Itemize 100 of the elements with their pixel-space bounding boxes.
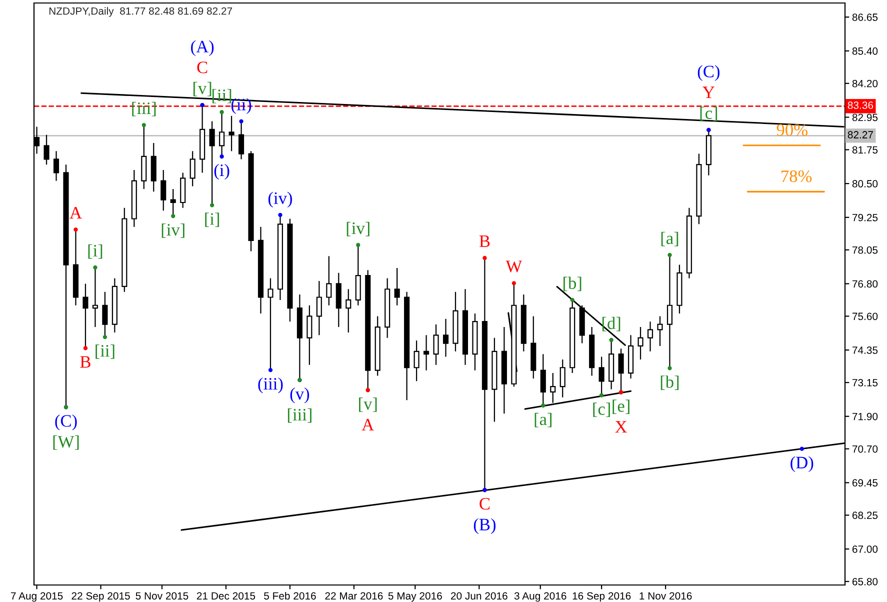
candlestick <box>560 358 566 398</box>
candlestick <box>296 294 302 381</box>
data-label: [v] <box>193 82 212 96</box>
candlestick <box>287 218 293 322</box>
candlestick <box>336 272 342 328</box>
data-label: [i] <box>88 244 102 259</box>
point <box>239 119 244 124</box>
x-tick-label: 20 Jun 2016 <box>451 592 508 600</box>
y-tick-label: 81.75 <box>852 146 878 154</box>
candlestick <box>346 288 352 333</box>
y-tick-label: 79.25 <box>852 214 878 222</box>
data-label: (D) <box>790 456 814 472</box>
data-label: [a] <box>534 412 552 428</box>
y-tick-label: 65.80 <box>852 578 878 586</box>
point <box>609 338 614 342</box>
candlestick <box>112 278 118 333</box>
candlestick <box>511 282 517 388</box>
data-label: (iv) <box>268 192 292 208</box>
data-label: [d] <box>602 316 620 332</box>
point <box>599 393 604 398</box>
y-tick-label: 82.95 <box>852 114 878 122</box>
annotation: 78% <box>782 170 812 182</box>
x-tick-label: 7 Aug 2015 <box>10 592 63 602</box>
candlestick <box>190 150 196 187</box>
y-tick-label: 73.15 <box>852 379 878 386</box>
data-label: W <box>506 260 522 272</box>
candlestick <box>248 150 254 252</box>
candlestick <box>647 321 654 352</box>
data-label: [W] <box>53 435 79 450</box>
candlestick <box>92 266 98 328</box>
candlestick <box>238 120 244 160</box>
ref-line-label: 83.36 <box>848 102 874 109</box>
candlestick <box>365 270 371 391</box>
candlestick <box>258 226 264 314</box>
data-label: A <box>70 207 82 218</box>
point <box>102 334 108 340</box>
point <box>220 110 224 114</box>
candlestick <box>316 280 322 336</box>
point <box>482 256 487 260</box>
data-label: (C) <box>55 414 77 430</box>
x-tick-label: 3 Aug 2016 <box>514 592 566 602</box>
data-label: (B) <box>474 518 496 534</box>
data-label: (A) <box>191 40 214 56</box>
candlestick <box>374 316 380 376</box>
y-tick-label: 70.70 <box>852 445 878 453</box>
data-label: Y <box>702 86 714 98</box>
candlestick <box>462 288 468 366</box>
candlestick <box>706 129 712 176</box>
point <box>541 403 546 408</box>
candlestick <box>530 316 536 380</box>
y-tick-label: 86.65 <box>852 14 878 21</box>
candlestick <box>608 339 614 390</box>
point <box>668 252 672 258</box>
x-tick-label: 5 May 2016 <box>388 592 442 602</box>
y-tick-label: 85.40 <box>852 47 878 55</box>
data-label: (i) <box>214 164 230 180</box>
data-label: [a] <box>661 232 678 246</box>
candlestick <box>102 291 108 338</box>
point <box>570 298 574 302</box>
point <box>83 346 88 350</box>
point <box>356 242 360 248</box>
data-label: [iii] <box>288 408 312 423</box>
x-tick-label: 1 Nov 2016 <box>640 592 692 600</box>
candlestick <box>676 264 682 314</box>
candlestick <box>53 150 60 182</box>
data-label: B <box>479 236 490 247</box>
candlestick <box>82 283 88 349</box>
candlestick <box>72 229 79 306</box>
data-label: [e] <box>612 400 630 414</box>
ref-line-label: 82.27 <box>848 131 873 138</box>
candlestick <box>492 337 498 422</box>
candlestick <box>180 172 186 208</box>
candlestick <box>501 326 507 414</box>
candlestick <box>598 356 604 396</box>
candlestick <box>589 326 595 376</box>
candlestick <box>638 326 644 360</box>
data-label: [c] <box>700 106 718 122</box>
data-label: (iii) <box>258 377 283 394</box>
candlestick <box>452 291 458 352</box>
candlestick <box>482 257 488 491</box>
x-tick-label: 22 Mar 2016 <box>325 592 383 600</box>
candlestick <box>424 334 430 371</box>
candlestick <box>160 169 166 212</box>
candlestick <box>306 304 312 366</box>
data-label: B <box>80 356 90 368</box>
data-label: [c] <box>593 402 610 418</box>
point <box>93 265 98 270</box>
data-label: [ii] <box>96 344 114 359</box>
candlestick <box>277 214 283 301</box>
point <box>268 368 273 372</box>
data-label: [iv] <box>346 222 370 236</box>
candlestick <box>384 278 390 338</box>
x-tick-label: 5 Feb 2016 <box>264 592 316 600</box>
y-tick-label: 69.45 <box>852 479 878 487</box>
candlestick <box>394 267 400 306</box>
candlestick <box>209 120 215 206</box>
candlestick <box>657 316 663 347</box>
data-label: [iv] <box>162 223 184 238</box>
candlestick <box>666 254 673 369</box>
data-label: C <box>197 62 208 74</box>
